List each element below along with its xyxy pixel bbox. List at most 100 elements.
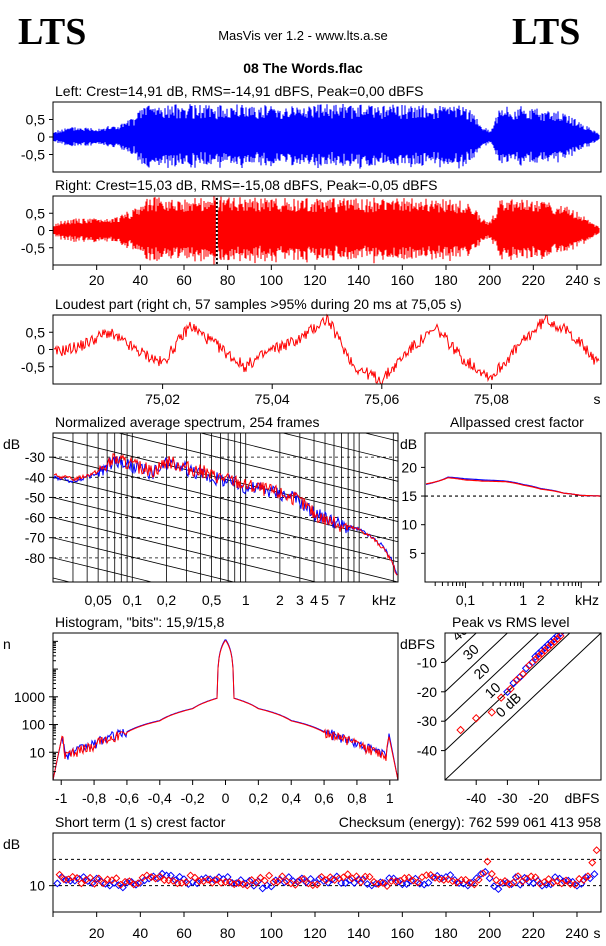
checksum-annotation: Checksum (energy): 762 599 061 413 958 xyxy=(339,814,601,830)
loudest-part-panel: Loudest part (right ch, 57 samples >95% … xyxy=(21,296,602,407)
crest-right-point xyxy=(544,875,553,883)
pvr-right-point xyxy=(540,646,550,655)
crest-right-point xyxy=(383,882,391,890)
crest-right-point xyxy=(339,873,348,882)
crest-right-point xyxy=(112,874,121,883)
y-tick-label: -50 xyxy=(25,489,45,505)
y-tick-label: -80 xyxy=(25,550,45,566)
short-term-crest-panel: Short term (1 s) crest factor Checksum (e… xyxy=(3,814,602,941)
slope-line xyxy=(281,433,398,462)
crest-left-point xyxy=(485,874,494,883)
plot-frame xyxy=(52,632,399,781)
y-axis-label: dB xyxy=(3,436,20,452)
x-tick-label: 75,08 xyxy=(474,391,509,407)
crest-left-point xyxy=(354,875,363,884)
x-tick-label: 60 xyxy=(176,272,192,288)
crest-left-point xyxy=(57,873,66,882)
x-tick-label: 0,8 xyxy=(347,790,367,806)
crest-right-point xyxy=(588,858,597,867)
crest-left-point xyxy=(516,880,525,889)
y-tick-label: 5 xyxy=(409,545,417,561)
y-axis-label: dB xyxy=(3,836,20,852)
crest-diagonal xyxy=(445,633,540,722)
panel-title: Left: Crest=14,91 dB, RMS=-14,91 dBFS, P… xyxy=(55,83,423,99)
crest-diagonal xyxy=(445,633,601,780)
x-tick-label: 0,6 xyxy=(314,790,334,806)
x-tick-label: 1 xyxy=(519,592,527,608)
spectrum-grid xyxy=(53,433,398,582)
y-tick-label: 0,5 xyxy=(26,112,46,128)
histogram-panel: Histogram, "bits": 15,9/15,8n100010010-1… xyxy=(3,614,399,806)
x-tick-label: 100 xyxy=(260,925,284,941)
file-name: 08 The Words.flac xyxy=(243,60,363,76)
panel-title: Normalized average spectrum, 254 frames xyxy=(55,414,320,430)
crest-right-point xyxy=(273,877,282,886)
crest-right-point xyxy=(356,878,365,887)
crest-right-point xyxy=(461,875,470,884)
pvr-right-point xyxy=(456,725,465,735)
crest-left-point xyxy=(533,876,542,885)
slope-line xyxy=(53,476,398,563)
x-tick-label: -0,4 xyxy=(148,790,172,806)
y-tick-label: 10 xyxy=(29,744,45,760)
crest-right-point xyxy=(557,879,566,888)
crest-right-point xyxy=(592,846,601,855)
crest-right-point xyxy=(77,879,86,888)
crest-right-point xyxy=(125,877,134,886)
x-unit-label: s xyxy=(594,925,601,941)
crest-left-point xyxy=(402,880,411,889)
x-tick-label: 20 xyxy=(89,272,105,288)
slope-line xyxy=(117,433,398,502)
x-unit-label: s xyxy=(594,391,601,407)
y-axis-label: dBFS xyxy=(400,636,435,652)
y-tick-label: -30 xyxy=(417,713,437,729)
x-tick-label: 0,5 xyxy=(202,592,222,608)
pvr-left-point xyxy=(503,687,512,697)
crest-right-point xyxy=(562,876,571,885)
panel-title: Right: Crest=15,03 dB, RMS=-15,08 dBFS, … xyxy=(55,177,437,193)
logo-left: LTS xyxy=(18,11,86,53)
y-tick-label: -60 xyxy=(25,510,45,526)
crest-right-point xyxy=(492,876,501,884)
crest-right-point xyxy=(579,876,588,885)
x-tick-label: 7 xyxy=(338,592,346,608)
y-tick-label: 0 xyxy=(37,223,45,239)
crest-right-point xyxy=(73,874,81,882)
x-tick-label: 120 xyxy=(303,925,327,941)
loudest-part-signal xyxy=(53,313,600,385)
crest-right-point xyxy=(378,878,387,887)
x-axis-label: dBFS xyxy=(564,790,599,806)
crest-right-point xyxy=(531,873,540,882)
crest-right-point xyxy=(479,869,488,878)
pvr-right-point xyxy=(487,708,497,717)
y-tick-label: 0 xyxy=(37,342,45,358)
spectrum-left-series xyxy=(53,456,398,576)
crest-right-point xyxy=(55,870,64,879)
x-tick-label: 180 xyxy=(434,272,458,288)
x-tick-label: 80 xyxy=(220,272,236,288)
crest-right-point xyxy=(313,880,322,889)
crest-left-series xyxy=(425,476,600,497)
x-tick-label: 3 xyxy=(296,592,304,608)
panel-title: Short term (1 s) crest factor xyxy=(55,814,226,830)
slope-line xyxy=(199,433,398,482)
x-tick-label: 200 xyxy=(478,925,502,941)
crest-left-point xyxy=(341,879,350,887)
x-tick-label: 0,4 xyxy=(281,790,301,806)
crest-right-point xyxy=(256,873,265,882)
x-tick-label: -30 xyxy=(497,790,517,806)
crest-diagonal xyxy=(445,633,509,693)
plot-frame xyxy=(52,432,399,583)
crest-right-point xyxy=(317,872,326,881)
pvr-right-point xyxy=(471,714,481,723)
crest-right-point xyxy=(116,880,125,889)
x-tick-label: 2 xyxy=(276,592,284,608)
pvr-right-point xyxy=(546,640,556,650)
pvr-right-point xyxy=(496,693,506,702)
crest-right-point xyxy=(514,872,522,881)
x-tick-label: 40 xyxy=(133,925,149,941)
waveform-signal xyxy=(53,104,600,169)
right-waveform-panel: Right: Crest=15,03 dB, RMS=-15,08 dBFS, … xyxy=(21,177,602,288)
pvr-left-point xyxy=(509,678,518,688)
